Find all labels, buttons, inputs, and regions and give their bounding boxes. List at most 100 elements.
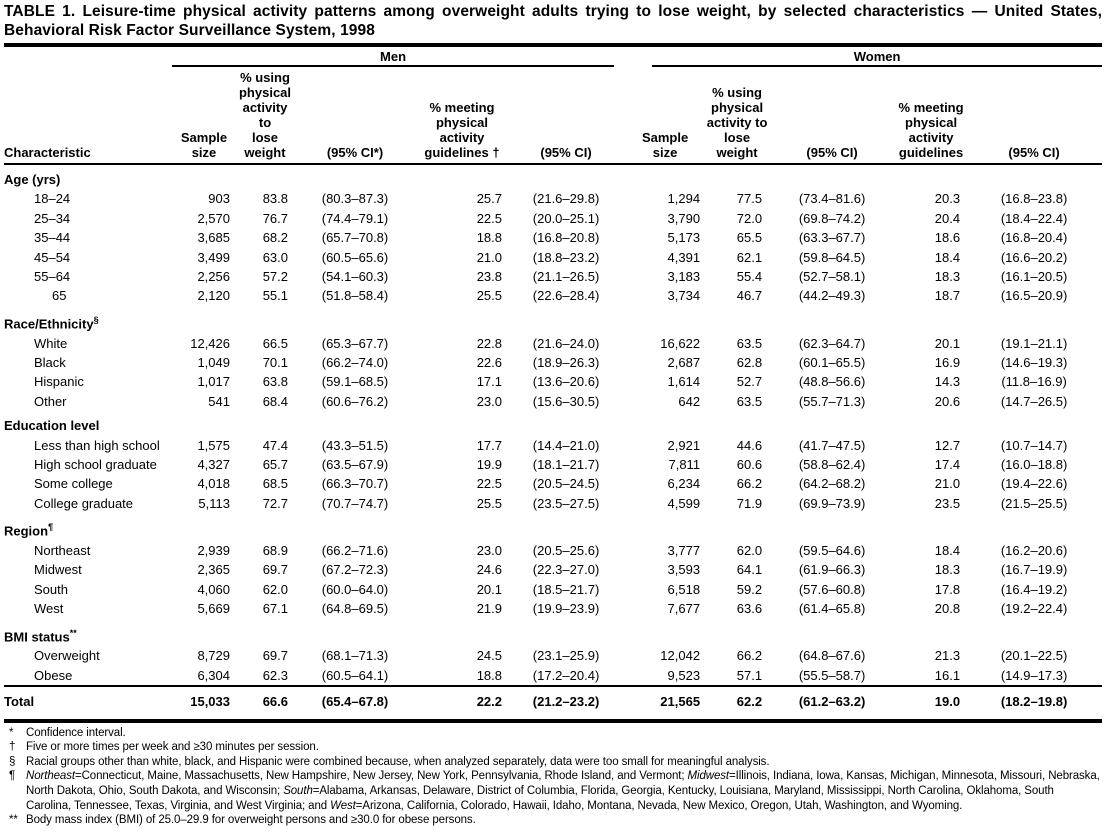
table-row: 65 2,120 55.1 (51.8–58.4) 25.5 (22.6–28.4) 3,7… xyxy=(4,286,1102,305)
cell-value: (10.7–14.7) xyxy=(1000,437,1068,453)
cell-value: 541 xyxy=(208,393,230,409)
cell-value: (16.5–20.9) xyxy=(1000,288,1068,304)
cell-value: 4,018 xyxy=(197,476,230,492)
row-label: 18–24 xyxy=(34,191,71,207)
row-label: High school graduate xyxy=(34,457,157,473)
row-label: 45–54 xyxy=(34,249,71,265)
total-cell-value: 21,565 xyxy=(624,685,707,719)
cell-value: 4,391 xyxy=(667,249,701,265)
cell-value: (54.1–60.3) xyxy=(321,269,389,285)
cell-value: 18.4 xyxy=(934,249,961,265)
cell-value: 19.9 xyxy=(476,457,502,473)
characteristic-header: Characteristic xyxy=(4,67,172,165)
table-row: Northeast 2,939 68.9 (66.2–71.6) 23.0 (20.5–2… xyxy=(4,541,1102,560)
footnote: * Confidence interval. xyxy=(4,726,1102,741)
cell-value: 62.8 xyxy=(736,354,763,370)
cell-value: (21.5–25.5) xyxy=(1000,495,1068,511)
cell-value: 62.0 xyxy=(262,581,288,597)
cell-value: 1,575 xyxy=(197,437,230,453)
cell-value: (55.7–71.3) xyxy=(798,393,866,409)
cell-value: 18.3 xyxy=(934,269,961,285)
total-cell-value: 19.0 xyxy=(896,685,967,719)
cell-value: 21.9 xyxy=(476,601,502,617)
row-label: 35–44 xyxy=(34,230,71,246)
cell-value: 5,113 xyxy=(198,495,230,511)
cell-value: (23.1–25.9) xyxy=(532,648,600,664)
cell-value: (66.2–74.0) xyxy=(321,354,389,370)
cell-value: 16.1 xyxy=(934,667,961,683)
cell-value: 70.1 xyxy=(262,354,288,370)
footnote: ¶ Northeast=Connecticut, Maine, Massachus… xyxy=(4,769,1102,813)
cell-value: (48.8–56.6) xyxy=(798,374,866,390)
cell-value: (62.3–64.7) xyxy=(798,335,866,351)
table-row: West 5,669 67.1 (64.8–69.5) 21.9 (19.9–23.9) 7… xyxy=(4,599,1102,618)
cell-value: 17.8 xyxy=(934,581,961,597)
section-header-label: Region¶ xyxy=(4,522,54,539)
cell-value: 60.6 xyxy=(736,457,763,473)
women-column-group: Women xyxy=(624,47,1103,67)
cell-value: (19.1–21.1) xyxy=(1000,335,1068,351)
cell-value: 903 xyxy=(208,191,230,207)
cell-value: (16.8–23.8) xyxy=(1000,191,1068,207)
cell-value: (60.0–64.0) xyxy=(321,581,389,597)
table-row: Midwest 2,365 69.7 (67.2–72.3) 24.6 (22.3–27.… xyxy=(4,560,1102,579)
cell-value: 47.4 xyxy=(262,437,288,453)
cell-value: 23.0 xyxy=(476,393,502,409)
cell-value: (73.4–81.6) xyxy=(798,191,866,207)
cell-value: (22.6–28.4) xyxy=(532,288,600,304)
men-pct-guidelines-header: % meeting physical activity guidelines † xyxy=(416,67,508,165)
women-column-group-label: Women xyxy=(652,49,1103,67)
cell-value: 20.4 xyxy=(934,210,961,226)
cell-value: 24.5 xyxy=(476,648,502,664)
cell-value: 66.5 xyxy=(262,335,288,351)
cell-value: 12,426 xyxy=(190,335,230,351)
cell-value: 1,614 xyxy=(667,374,701,390)
row-label: 65 xyxy=(52,288,67,304)
cell-value: 23.8 xyxy=(476,269,502,285)
footnote-text: Confidence interval. xyxy=(26,726,126,739)
cell-value: (63.3–67.7) xyxy=(798,230,866,246)
cell-value: 17.7 xyxy=(476,437,502,453)
cell-value: (20.0–25.1) xyxy=(532,210,600,226)
cell-value: (16.8–20.8) xyxy=(532,230,600,246)
cell-value: (18.9–26.3) xyxy=(532,354,600,370)
cell-value: 63.6 xyxy=(736,601,763,617)
cell-value: 20.1 xyxy=(476,581,502,597)
cell-value: (60.5–64.1) xyxy=(321,667,389,683)
total-cell-value: (61.2–63.2) xyxy=(768,685,897,719)
men-pct-lose-weight-header: % using physical activity to lose weight xyxy=(236,67,294,165)
cell-value: 68.4 xyxy=(262,393,288,409)
cell-value: 21.3 xyxy=(934,648,961,664)
row-label: 55–64 xyxy=(34,269,71,285)
cell-value: (19.4–22.6) xyxy=(1000,476,1068,492)
sex-header-row: Men Women xyxy=(4,47,1103,67)
section-header-row: BMI status** xyxy=(4,619,1102,647)
cell-value: 66.2 xyxy=(736,648,763,664)
women-pct-lose-weight-header: % using physical activity to lose weight xyxy=(706,67,769,165)
cell-value: 2,921 xyxy=(667,437,701,453)
table-row: Hispanic 1,017 63.8 (59.1–68.5) 17.1 (13.6–20… xyxy=(4,372,1102,391)
men-column-group-label: Men xyxy=(172,49,615,67)
men-ci-guidelines-header: (95% CI) xyxy=(508,67,625,165)
cell-value: 16.9 xyxy=(934,354,961,370)
cell-value: 63.8 xyxy=(262,374,288,390)
table-row: 55–64 2,256 57.2 (54.1–60.3) 23.8 (21.1–26.5)… xyxy=(4,267,1102,286)
cell-value: 3,593 xyxy=(667,562,701,578)
cell-value: 1,017 xyxy=(197,374,230,390)
cell-value: 72.0 xyxy=(736,210,763,226)
cell-value: 2,256 xyxy=(197,269,230,285)
cell-value: (14.7–26.5) xyxy=(1000,393,1068,409)
cell-value: (65.3–67.7) xyxy=(321,335,389,351)
cell-value: (80.3–87.3) xyxy=(321,191,389,207)
cell-value: 17.4 xyxy=(934,457,961,473)
cell-value: 7,677 xyxy=(667,601,701,617)
women-ci-guidelines-header: (95% CI) xyxy=(966,67,1103,165)
cell-value: 642 xyxy=(678,393,701,409)
cell-value: 3,685 xyxy=(197,230,230,246)
cell-value: 18.8 xyxy=(476,667,502,683)
footnote-marker: § xyxy=(9,755,16,768)
row-label: Less than high school xyxy=(34,437,160,453)
cell-value: (61.4–65.8) xyxy=(798,601,866,617)
cell-value: 25.5 xyxy=(476,495,502,511)
women-sample-size-header: Sample size xyxy=(624,67,707,165)
